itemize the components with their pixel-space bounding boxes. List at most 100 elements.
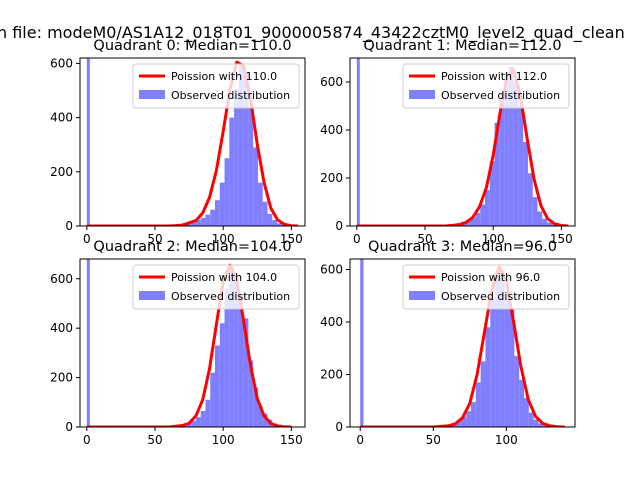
histogram-bar bbox=[267, 213, 273, 226]
histogram-bar bbox=[528, 412, 534, 427]
subplot-title: Quadrant 0: Median=110.0 bbox=[93, 38, 291, 54]
histogram-bar bbox=[504, 72, 509, 226]
x-tick-label: 50 bbox=[417, 232, 432, 246]
subplot-title: Quadrant 1: Median=112.0 bbox=[363, 38, 561, 54]
histogram-bar bbox=[360, 259, 364, 427]
histogram-bar bbox=[224, 158, 230, 226]
histogram-bar bbox=[513, 82, 519, 226]
histogram-bar bbox=[195, 219, 201, 226]
histogram-bar bbox=[489, 161, 495, 226]
y-tick-label: 0 bbox=[65, 219, 73, 233]
histogram-bar bbox=[272, 220, 278, 226]
histogram-bar bbox=[543, 425, 549, 427]
axes-frame bbox=[349, 57, 576, 227]
histogram-bar bbox=[480, 361, 486, 427]
histogram-bar bbox=[551, 224, 557, 226]
histogram-bar bbox=[504, 298, 510, 427]
histogram-bar bbox=[210, 209, 215, 226]
subplot-title: Quadrant 2: Median=104.0 bbox=[93, 239, 291, 255]
y-tick-label: 200 bbox=[320, 368, 343, 382]
histogram-bar bbox=[195, 417, 201, 427]
histogram-bar bbox=[215, 345, 220, 427]
subplot-quadrant-0: 0 50 100 150 0 200 400 600 Quadrant 0: Median=11… bbox=[50, 38, 306, 246]
histogram-bar bbox=[191, 420, 196, 427]
histogram-bar bbox=[542, 218, 548, 226]
poisson-line bbox=[86, 60, 299, 226]
x-tick-label: 0 bbox=[83, 433, 91, 447]
histogram-bar bbox=[524, 398, 529, 427]
histogram-bar bbox=[519, 379, 525, 427]
subplot-quadrant-3: 0 50 100 0 200 400 600 Quadrant 3: Median=96.0 P… bbox=[320, 239, 576, 447]
subplot-title: Quadrant 3: Median=96.0 bbox=[368, 239, 557, 255]
histogram-bar bbox=[186, 423, 192, 427]
histogram-bar bbox=[356, 58, 360, 226]
histogram-bar bbox=[466, 411, 471, 427]
histogram-bar bbox=[86, 259, 90, 427]
legend-entry: Observed distribution bbox=[171, 290, 290, 303]
histogram-bar bbox=[205, 399, 211, 427]
histogram-bar bbox=[224, 288, 230, 427]
histogram-bar bbox=[257, 182, 263, 226]
histogram-bars bbox=[356, 58, 567, 226]
legend: Poission with 96.0 Observed distribution bbox=[402, 264, 570, 310]
y-tick-label: 600 bbox=[50, 272, 73, 286]
legend-entry: Poission with 96.0 bbox=[441, 271, 540, 284]
legend-entry: Observed distribution bbox=[441, 290, 560, 303]
y-tick-label: 400 bbox=[320, 315, 343, 329]
x-tick-label: 50 bbox=[147, 433, 162, 447]
y-tick-label: 200 bbox=[320, 171, 343, 185]
histogram-bar bbox=[277, 223, 282, 226]
histogram-bar bbox=[262, 413, 268, 427]
y-tick-label: 400 bbox=[50, 111, 73, 125]
histogram-bar bbox=[248, 106, 254, 226]
legend-patch-swatch bbox=[409, 291, 435, 300]
histogram-bar bbox=[465, 220, 471, 226]
histogram-bar bbox=[456, 420, 462, 427]
x-tick-label: 100 bbox=[482, 232, 505, 246]
histogram-bar bbox=[490, 298, 496, 427]
histogram-bar bbox=[86, 58, 90, 226]
histogram-bar bbox=[229, 266, 235, 427]
histogram-bars bbox=[86, 259, 297, 427]
histogram-bar bbox=[514, 356, 520, 427]
legend-patch-swatch bbox=[139, 90, 165, 99]
legend: Poission with 110.0 Observed distribution bbox=[132, 63, 300, 109]
histogram-bar bbox=[475, 382, 481, 427]
y-tick-label: 0 bbox=[335, 219, 343, 233]
histogram-bar bbox=[509, 308, 515, 427]
histogram-bar bbox=[470, 402, 476, 427]
y-tick-label: 600 bbox=[320, 263, 343, 277]
histogram-bar bbox=[485, 327, 491, 427]
y-tick-label: 600 bbox=[320, 75, 343, 89]
legend-entry: Poission with 104.0 bbox=[171, 271, 277, 284]
x-tick-label: 100 bbox=[212, 232, 235, 246]
histogram-bar bbox=[499, 269, 505, 427]
legend-entry: Observed distribution bbox=[441, 89, 560, 102]
histogram-bar bbox=[480, 204, 485, 226]
histogram-bar bbox=[527, 173, 533, 226]
y-tick-label: 400 bbox=[320, 123, 343, 137]
histogram-bar bbox=[470, 217, 476, 226]
x-tick-label: 0 bbox=[356, 433, 364, 447]
y-tick-label: 200 bbox=[50, 165, 73, 179]
y-tick-label: 0 bbox=[335, 420, 343, 434]
x-tick-label: 150 bbox=[280, 232, 303, 246]
axes-frame bbox=[79, 258, 306, 428]
x-tick-label: 50 bbox=[426, 433, 441, 447]
legend: Poission with 104.0 Observed distribution bbox=[132, 264, 300, 310]
histogram-bar bbox=[475, 212, 481, 226]
histogram-bar bbox=[538, 423, 544, 427]
histogram-bar bbox=[508, 66, 514, 226]
histogram-bar bbox=[234, 89, 239, 226]
axes-frame bbox=[79, 57, 306, 227]
histogram-bar bbox=[499, 94, 505, 226]
x-tick-label: 100 bbox=[495, 433, 518, 447]
y-tick-label: 600 bbox=[50, 56, 73, 70]
legend: Poission with 112.0 Observed distribution bbox=[402, 63, 570, 109]
figure-suptitle: n file: modeM0/AS1A12_018T01_9000005874_… bbox=[0, 23, 625, 43]
histogram-bar bbox=[547, 222, 552, 226]
histogram-bar bbox=[461, 416, 467, 427]
histogram-bar bbox=[257, 406, 263, 427]
histogram-bar bbox=[495, 276, 500, 427]
